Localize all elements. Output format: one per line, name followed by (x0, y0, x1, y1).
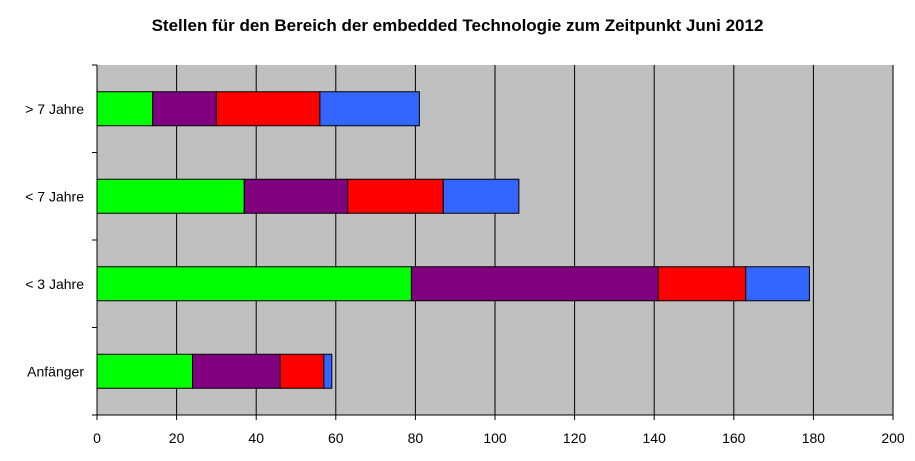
chart-title: Stellen für den Bereich der embedded Tec… (151, 16, 764, 35)
x-tick-label-180: 180 (802, 430, 826, 446)
bar-segment-0-0 (96, 353, 194, 389)
bar-segment-2-1 (243, 178, 349, 214)
bar-segment-1-1 (410, 266, 659, 302)
bar-segment-3-1 (152, 91, 217, 127)
bar-segment-1-3 (745, 266, 810, 302)
x-tick-label-80: 80 (408, 430, 424, 446)
x-tick-label-20: 20 (169, 430, 185, 446)
x-tick-label-120: 120 (563, 430, 587, 446)
bar-segment-0-2 (279, 353, 325, 389)
y-tick-label-2: < 7 Jahre (25, 188, 84, 204)
bar-segment-2-3 (442, 178, 520, 214)
y-tick-label-3: > 7 Jahre (25, 101, 84, 117)
bar-segment-2-0 (96, 178, 245, 214)
x-tick-label-40: 40 (248, 430, 264, 446)
x-tick-label-200: 200 (881, 430, 905, 446)
x-tick-label-140: 140 (643, 430, 667, 446)
x-tick-label-160: 160 (722, 430, 746, 446)
bar-segment-3-0 (96, 91, 154, 127)
x-tick-label-100: 100 (483, 430, 507, 446)
bar-segment-1-0 (96, 266, 412, 302)
y-tick-label-1: < 3 Jahre (25, 276, 84, 292)
bar-segment-3-2 (215, 91, 321, 127)
bar-segment-0-1 (192, 353, 281, 389)
x-tick-label-60: 60 (328, 430, 344, 446)
y-tick-label-0: Anfänger (27, 363, 84, 379)
bar-segment-2-2 (347, 178, 444, 214)
x-tick-label-0: 0 (93, 430, 101, 446)
bar-segment-0-3 (323, 353, 333, 389)
bar-segment-1-2 (657, 266, 747, 302)
bar-segment-3-3 (319, 91, 420, 127)
